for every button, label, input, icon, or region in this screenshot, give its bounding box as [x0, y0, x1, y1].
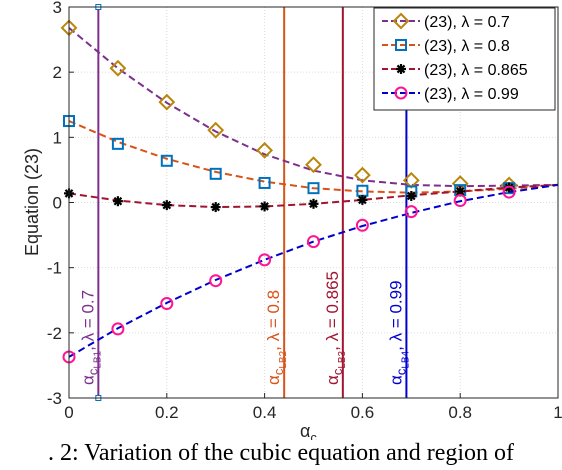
legend-label-3: (23), λ = 0.865 — [424, 62, 528, 79]
y-tick-label: 3 — [53, 0, 62, 17]
x-tick-label: 1 — [553, 403, 562, 422]
y-tick-label: -2 — [47, 324, 62, 343]
data-point — [207, 121, 225, 139]
vertical-line-label-sub: c — [330, 368, 345, 375]
data-point — [258, 253, 272, 267]
data-point — [112, 196, 123, 207]
series-line-4 — [68, 183, 559, 358]
data-point — [305, 156, 322, 174]
series-line-1 — [68, 27, 559, 188]
vertical-line-label-text: , λ = 0.8 — [264, 290, 283, 351]
series-4 — [62, 183, 559, 364]
y-axis-label: Equation (23) — [22, 148, 42, 256]
series-line-2 — [68, 120, 559, 194]
x-tick-label: 0.8 — [448, 403, 472, 422]
data-point — [357, 194, 368, 205]
series-group — [60, 19, 559, 364]
y-tick-label: 0 — [53, 194, 62, 213]
vertical-line-label-symbol: α — [323, 375, 342, 385]
x-tick-label: 0.4 — [253, 403, 277, 422]
legend: (23), λ = 0.7 (23), λ = 0.8 (23), λ = 0.86… — [373, 7, 556, 111]
legend-marker-3 — [396, 64, 406, 74]
data-point — [258, 176, 271, 189]
vertical-line-label-text: , λ = 0.865 — [323, 271, 342, 351]
data-point — [307, 235, 320, 249]
vertical-line-label-text: , λ = 0.7 — [78, 290, 97, 351]
data-point — [355, 218, 369, 232]
x-axis-label-sub: c — [310, 430, 317, 440]
data-point — [210, 202, 221, 213]
data-point — [111, 322, 125, 336]
x-axis-label-main: α — [300, 421, 310, 440]
data-point — [353, 166, 371, 184]
x-tick-label: 0 — [64, 403, 73, 422]
vertical-line-label-subsub: LB2 — [278, 350, 289, 368]
data-point — [209, 274, 223, 288]
x-tick-label: 0.2 — [155, 403, 179, 422]
vertical-line-label-text: , λ = 0.99 — [386, 280, 405, 350]
data-point — [160, 297, 174, 311]
data-point — [406, 190, 417, 201]
figure-caption: . 2: Variation of the cubic equation and… — [47, 440, 515, 466]
y-tick-label: -3 — [47, 389, 62, 408]
data-point — [111, 137, 124, 150]
vertical-line-label-sub: c — [85, 368, 100, 375]
legend-label-4: (23), λ = 0.99 — [424, 86, 519, 103]
vertical-line-label-symbol: α — [78, 375, 97, 385]
vertical-line-label-subsub: LB1 — [92, 350, 103, 368]
legend-label-1: (23), λ = 0.7 — [424, 14, 510, 31]
data-point — [502, 185, 516, 199]
vertical-line-label-4: αcLB4, λ = 0.99 — [386, 280, 411, 385]
data-point — [307, 182, 320, 195]
data-point — [308, 198, 319, 209]
data-point — [160, 154, 173, 167]
x-axis-label: αc — [300, 421, 317, 440]
vertical-line-label-sub: c — [393, 368, 408, 375]
data-point — [259, 201, 270, 212]
y-tick-label: -1 — [47, 259, 62, 278]
vertical-line-label-3: αcLB3, λ = 0.865 — [323, 271, 348, 385]
legend-marker-1 — [392, 12, 410, 30]
vertical-line-label-symbol: α — [264, 375, 283, 385]
vertical-line-label-2: αcLB2, λ = 0.8 — [264, 290, 289, 385]
data-point — [256, 141, 274, 159]
y-tick-label: 2 — [53, 63, 62, 82]
data-point — [453, 194, 467, 208]
legend-label-2: (23), λ = 0.8 — [424, 38, 510, 55]
data-point — [158, 93, 176, 111]
x-tick-label: 0.6 — [351, 403, 375, 422]
y-axis-ticks: -3 -2 -1 0 1 2 3 — [47, 0, 74, 408]
data-point — [161, 200, 172, 211]
data-point — [209, 167, 222, 180]
vertical-line-label-1: αcLB1, λ = 0.7 — [78, 290, 103, 385]
vertical-line-label-subsub: LB4 — [400, 350, 411, 368]
vertical-line-label-symbol: α — [386, 375, 405, 385]
legend-marker-2 — [395, 39, 407, 51]
data-point — [404, 205, 418, 219]
x-axis-ticks: 0 0.2 0.4 0.6 0.8 1 — [64, 393, 562, 422]
data-point — [109, 59, 127, 77]
vertical-line-label-sub: c — [271, 368, 286, 375]
y-tick-label: 1 — [53, 128, 62, 147]
vertical-line-label-subsub: LB3 — [337, 350, 348, 368]
legend-marker-4 — [394, 86, 408, 100]
